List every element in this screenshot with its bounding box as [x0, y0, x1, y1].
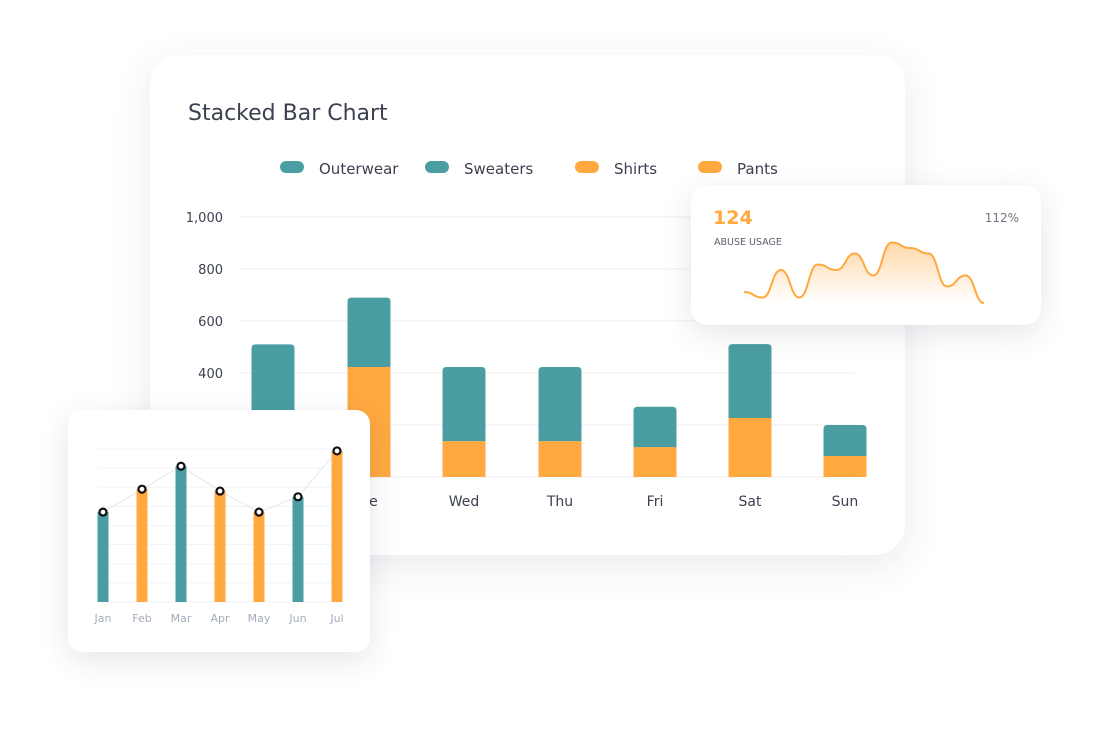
- usage-card: 124 ABUSE USAGE 112%: [691, 185, 1041, 325]
- bar: [331, 450, 343, 602]
- x-tick-label: Thu: [546, 494, 573, 510]
- monthly-bar-card: Jan Feb Mar Apr May Jun Jul: [68, 410, 370, 652]
- y-tick-label: 400: [198, 367, 223, 382]
- sparkline-area: [744, 242, 984, 303]
- bar-segment-shirts: [633, 447, 677, 477]
- bar-segment-outerwear: [823, 425, 867, 456]
- bar-segment-outerwear: [251, 344, 295, 425]
- x-tick-label: Jun: [288, 612, 306, 625]
- data-point: [293, 492, 303, 502]
- x-tick-label: Apr: [210, 612, 230, 625]
- usage-value: 124: [713, 207, 753, 229]
- bar-segment-outerwear: [442, 367, 486, 442]
- x-tick-label: Fri: [647, 494, 664, 510]
- legend-label: Pants: [737, 160, 778, 178]
- data-point: [254, 507, 264, 517]
- bar-segment-shirts: [728, 417, 772, 477]
- x-tick-label: May: [248, 612, 271, 625]
- x-tick-label: Mar: [171, 612, 192, 625]
- usage-percent: 112%: [984, 211, 1019, 225]
- x-tick-label: Sun: [832, 494, 859, 510]
- x-tick-label: Sat: [739, 494, 762, 510]
- bar-segment-shirts: [442, 441, 486, 477]
- bar-segment-shirts: [823, 455, 867, 477]
- bar-segment-outerwear: [538, 367, 582, 442]
- bar: [175, 466, 187, 602]
- sparkline-chart: [743, 241, 985, 304]
- legend-swatch: [698, 161, 722, 173]
- bar: [97, 512, 109, 602]
- bar-segment-shirts: [538, 441, 582, 477]
- data-point: [332, 446, 342, 456]
- legend-label: Shirts: [614, 160, 657, 178]
- bar: [214, 491, 226, 602]
- data-point: [98, 507, 108, 517]
- y-tick-label: 1,000: [186, 211, 223, 226]
- usage-label: ABUSE USAGE: [714, 237, 782, 248]
- data-point: [215, 486, 225, 496]
- legend-swatch: [425, 161, 449, 173]
- x-tick-label: Jul: [329, 612, 343, 625]
- chart-title: Stacked Bar Chart: [188, 101, 388, 126]
- bar: [292, 496, 304, 602]
- legend-label: Sweaters: [464, 160, 533, 178]
- bar: [253, 512, 265, 602]
- stacked-bar-chart: 1,000 800 600 400 Outerwear Sweaters Shirts Pan…: [186, 160, 867, 510]
- bar-segment-outerwear: [347, 297, 391, 368]
- x-tick-label: Wed: [449, 494, 480, 510]
- data-point: [137, 484, 147, 494]
- y-tick-label: 600: [198, 315, 223, 330]
- legend-label: Outerwear: [319, 160, 399, 178]
- legend-swatch: [280, 161, 304, 173]
- bar-segment-outerwear: [728, 344, 772, 418]
- x-tick-label: Feb: [132, 612, 151, 625]
- y-tick-label: 800: [198, 263, 223, 278]
- data-point: [176, 461, 186, 471]
- x-tick-label: Jan: [94, 612, 112, 625]
- sparkline-line: [743, 241, 985, 304]
- bar-segment-outerwear: [633, 406, 677, 448]
- monthly-bar-chart: Jan Feb Mar Apr May Jun Jul: [94, 446, 346, 625]
- legend-swatch: [575, 161, 599, 173]
- bar: [136, 489, 148, 602]
